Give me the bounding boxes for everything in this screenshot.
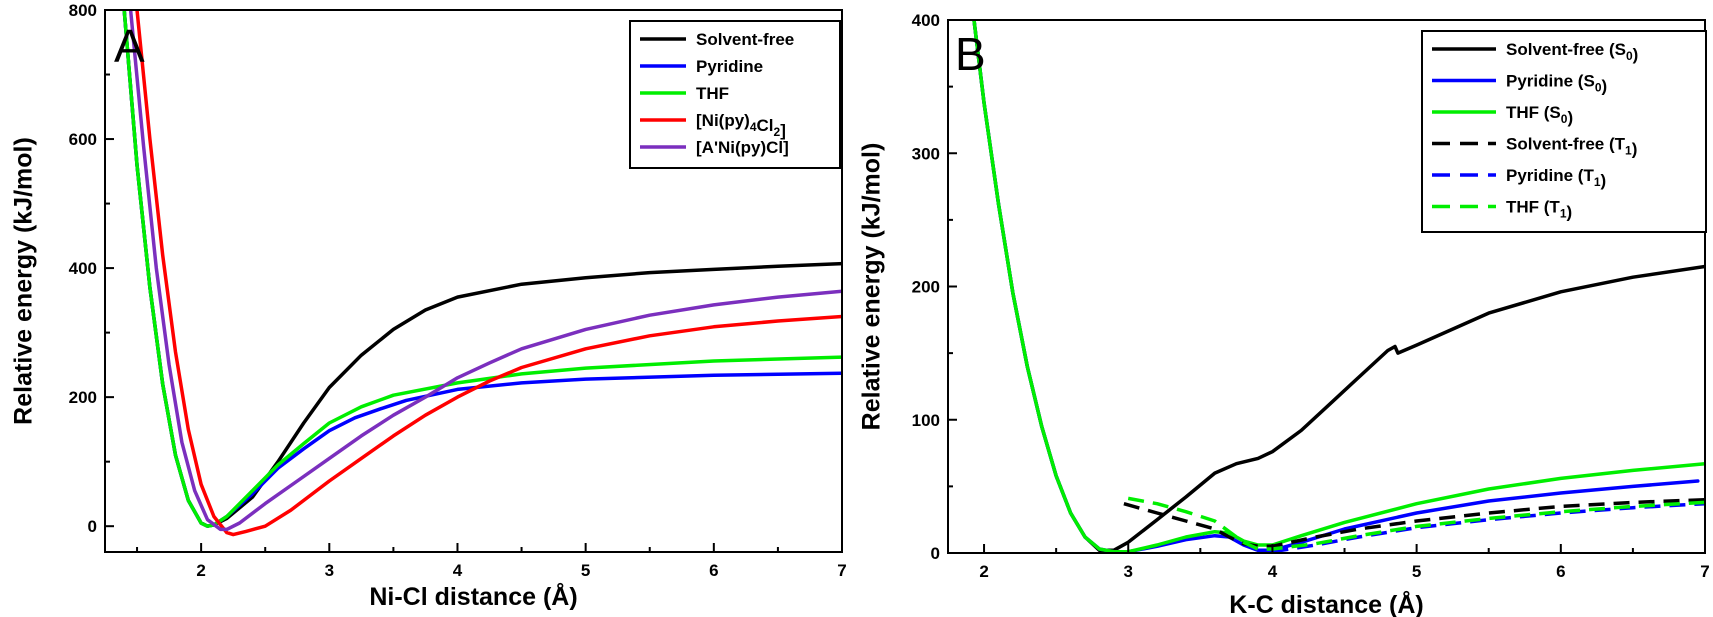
y-tick-label: 100 [912, 411, 940, 430]
x-tick-label: 5 [1412, 562, 1421, 581]
legend-entry-3: THF (S0) [1506, 103, 1573, 127]
legend-entry-1: Solvent-free [696, 30, 794, 49]
panel-a: 2 3 4 5 6 7 0 200 400 600 800 Ni-Cl distance (Å) Rel… [10, 1, 847, 611]
series-line-4 [135, 10, 842, 537]
y-tick-label: 600 [69, 130, 97, 149]
legend-entry-3: THF [696, 84, 729, 103]
y-axis-label: Relative energy (kJ/mol) [858, 143, 886, 431]
legend-entry-5: [A'Ni(py)Cl] [696, 138, 789, 157]
y-tick-label: 0 [88, 517, 97, 536]
x-tick-label: 6 [709, 561, 718, 580]
y-tick-label: 0 [931, 544, 940, 563]
legend-entry-4: [Ni(py)4Cl2] [696, 111, 786, 140]
y-tick-label: 800 [69, 1, 97, 20]
x-tick-label: 4 [453, 561, 463, 580]
x-tick-label: 7 [1700, 562, 1709, 581]
y-axis-label: Relative energy (kJ/mol) [10, 137, 38, 425]
x-tick-label: 6 [1556, 562, 1565, 581]
legend: Solvent-free Pyridine THF [Ni(py)4Cl2][A'Ni… [629, 20, 841, 169]
legend: Solvent-free (S0) Pyridine (S0) THF (S0) So… [1421, 30, 1707, 233]
panel-b: 2 3 4 5 6 7 0 100 200 300 400 K-C distance (Å) Relat… [858, 11, 1710, 617]
y-tick-label: 400 [69, 259, 97, 278]
legend-entry-2: Pyridine [696, 57, 763, 76]
y-tick-label: 200 [912, 278, 940, 297]
x-axis-label: Ni-Cl distance (Å) [369, 582, 577, 611]
x-axis-label: K-C distance (Å) [1229, 590, 1423, 617]
x-tick-label: 3 [1124, 562, 1133, 581]
panel-label: B [955, 28, 986, 80]
legend-entry-1: Solvent-free (S0) [1506, 40, 1638, 64]
y-tick-label: 400 [912, 11, 940, 30]
x-tick-label: 2 [979, 562, 988, 581]
legend-entry-5: Pyridine (T1) [1506, 166, 1606, 190]
x-tick-label: 3 [325, 561, 334, 580]
legend-entry-6: THF (T1) [1506, 198, 1572, 222]
series-line-3 [972, 20, 1705, 553]
y-tick-label: 300 [912, 144, 940, 163]
plot-frame [104, 9, 843, 553]
series-line-5 [128, 10, 842, 532]
y-tick-label: 200 [69, 388, 97, 407]
x-tick-label: 5 [581, 561, 590, 580]
legend-entry-4: Solvent-free (T1) [1506, 135, 1637, 159]
panel-label: A [114, 20, 145, 72]
x-tick-label: 4 [1268, 562, 1278, 581]
x-tick-label: 7 [837, 561, 846, 580]
series-line-6 [1127, 496, 1705, 551]
legend-entry-2: Pyridine (S0) [1506, 72, 1607, 96]
x-tick-label: 2 [196, 561, 205, 580]
series-line-5 [1272, 501, 1705, 553]
